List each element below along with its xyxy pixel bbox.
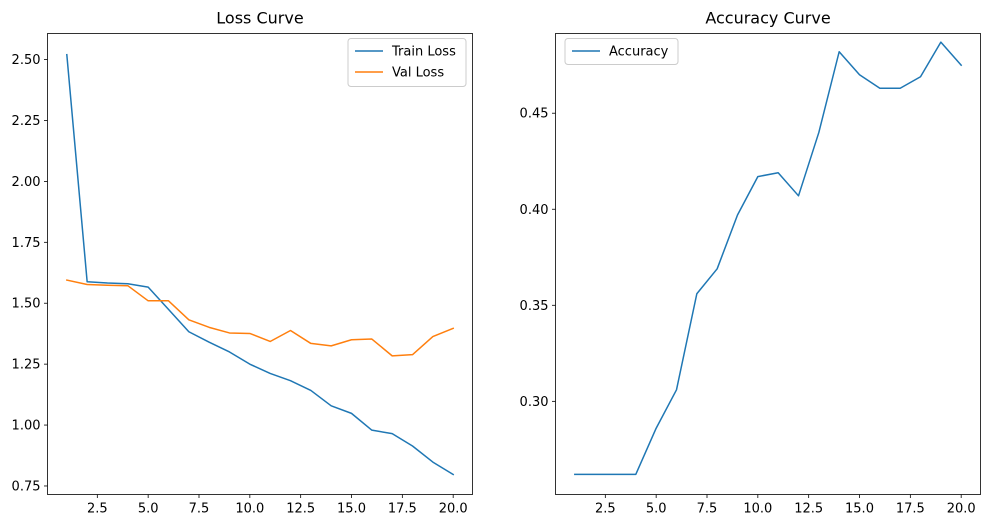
y-tick-label: 0.30 (520, 395, 549, 410)
x-tick-label: 5.0 (138, 502, 159, 517)
y-tick-label: 0.75 (12, 479, 41, 494)
x-tick-label: 7.5 (697, 502, 718, 517)
x-tick-label: 5.0 (646, 502, 667, 517)
x-tick-label: 15.0 (845, 502, 874, 517)
legend: Accuracy (564, 38, 679, 65)
x-tick-label: 2.5 (87, 502, 108, 517)
x-tick-label: 7.5 (189, 502, 210, 517)
series-line-train-loss (66, 53, 455, 476)
x-tick-label: 12.5 (286, 502, 315, 517)
axes-frame (555, 33, 981, 495)
legend-box (564, 38, 679, 65)
y-tick-label: 1.25 (12, 358, 41, 373)
axes-frame (47, 33, 473, 495)
y-tick-label: 2.00 (12, 175, 41, 190)
chart-panel-1: Loss Curve 2.5 5.0 7.5 10.0 12.5 15.0 17.5 20.0 0… (12, 9, 473, 517)
x-tick-label: 17.5 (896, 502, 925, 517)
x-tick-label: 20.0 (439, 502, 468, 517)
x-tick-label: 10.0 (743, 502, 772, 517)
y-tick-label: 2.25 (12, 114, 41, 129)
x-tick-label: 2.5 (595, 502, 616, 517)
legend: Train Loss Val Loss (347, 38, 467, 87)
x-tick-label: 12.5 (794, 502, 823, 517)
chart-title: Accuracy Curve (705, 9, 830, 28)
y-tick-label: 0.40 (520, 203, 549, 218)
y-tick-label: 1.00 (12, 419, 41, 434)
chart-panel-2: Accuracy Curve 2.5 5.0 7.5 10.0 12.5 15.0 17.5 2… (520, 9, 981, 517)
x-tick-label: 10.0 (235, 502, 264, 517)
legend-label-val-loss: Val Loss (392, 66, 444, 81)
y-tick-label: 0.35 (520, 299, 549, 314)
chart-title: Loss Curve (216, 9, 303, 28)
series-line-val-loss (65, 279, 455, 357)
y-tick-label: 0.45 (520, 107, 549, 122)
series-line-accuracy (574, 41, 963, 476)
x-tick-label: 20.0 (947, 502, 976, 517)
y-tick-label: 1.50 (12, 297, 41, 312)
y-tick-label: 1.75 (12, 236, 41, 251)
legend-label-accuracy: Accuracy (609, 45, 669, 60)
x-tick-label: 17.5 (388, 502, 417, 517)
y-tick-label: 2.50 (12, 53, 41, 68)
x-tick-label: 15.0 (337, 502, 366, 517)
legend-label-train-loss: Train Loss (391, 45, 456, 60)
